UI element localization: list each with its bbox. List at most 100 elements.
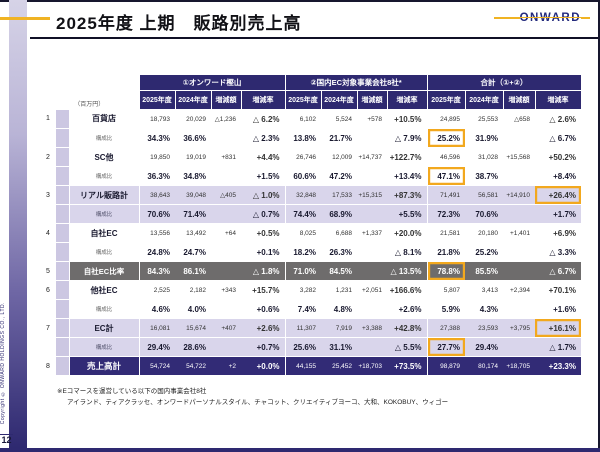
table-row-1: 1 百貨店 18,793 20,029 △1,236 △ 6.2% 6,102 5,524 +5… xyxy=(40,109,581,129)
row-sublabel: 構成比 xyxy=(68,299,139,319)
value-cell xyxy=(211,337,241,357)
value-cell: +5.5% xyxy=(387,204,427,224)
value-cell: 7,919 xyxy=(321,318,357,338)
table-row-2: 2 SC他 19,850 19,019 +831 +4.4% 26,746 12,009 +14… xyxy=(40,147,581,167)
value-cell: 70.6% xyxy=(465,204,503,224)
value-cell: +13.4% xyxy=(387,166,427,186)
value-cell: 18.2% xyxy=(284,242,321,262)
row-label: 他社EC xyxy=(68,280,139,300)
value-cell: △ 7.9% xyxy=(387,128,427,148)
value-cell: +1,337 xyxy=(357,223,387,243)
value-cell: +166.6% xyxy=(387,280,427,300)
row-accent-strip xyxy=(56,280,69,300)
row-label: 自社EC比率 xyxy=(68,261,139,281)
row-number: 6 xyxy=(40,280,56,300)
value-cell: △ 0.7% xyxy=(241,204,285,224)
value-cell: 5,807 xyxy=(426,280,465,300)
sales-by-channel-table: ①オンワード樫山 ②国内EC対象事業会社8社* 合計（①+②） （百万円） 20… xyxy=(40,74,582,376)
value-cell: 54,722 xyxy=(175,356,211,376)
value-cell: 71,491 xyxy=(426,185,465,205)
value-cell: 34.3% xyxy=(138,128,175,148)
value-cell: +0.0% xyxy=(241,356,285,376)
value-cell: 31.9% xyxy=(465,128,503,148)
value-cell: 21.8% xyxy=(426,242,465,262)
value-cell: +18,705 xyxy=(503,356,535,376)
value-cell: 56,581 xyxy=(465,185,503,205)
col-header-fy2024: 2024年度 xyxy=(174,90,212,110)
row-accent-strip xyxy=(56,109,69,129)
value-cell: 20,180 xyxy=(465,223,503,243)
value-cell: 71.4% xyxy=(175,204,211,224)
title-accent-dash xyxy=(0,17,50,20)
group-header-total: 合計（①+②） xyxy=(426,74,582,91)
value-cell: +1.7% xyxy=(535,204,581,224)
table-subrow-1: 構成比 34.3% 36.6% △ 2.3% 13.8% 21.7% △ 7.9% 25.2%… xyxy=(40,128,581,148)
col-header-fy2024: 2024年度 xyxy=(320,90,358,110)
value-cell: 38,643 xyxy=(138,185,175,205)
value-cell: 4.3% xyxy=(465,299,503,319)
value-cell: △ 13.5% xyxy=(387,261,427,281)
table-row-3: 3 リアル販路計 38,643 39,048 △405 △ 1.0% 32,848 17,53… xyxy=(40,185,581,205)
value-cell: 24.7% xyxy=(175,242,211,262)
col-header-fy2025: 2025年度 xyxy=(138,90,176,110)
table-subrow-2: 構成比 36.3% 34.8% +1.5% 60.6% 47.2% +13.4% 47.1% 3… xyxy=(40,166,581,186)
value-cell: 25,553 xyxy=(465,109,503,129)
onward-logo: ONWARD xyxy=(494,12,590,24)
table-row-4: 4 自社EC 13,556 13,492 +64 +0.5% 8,025 6,688 +1,33… xyxy=(40,223,581,243)
value-cell: △405 xyxy=(211,185,241,205)
value-cell: △ 1.0% xyxy=(241,185,285,205)
value-cell: 24,895 xyxy=(426,109,465,129)
bottom-bar xyxy=(0,448,600,452)
value-cell: 80,174 xyxy=(465,356,503,376)
value-cell: +14,737 xyxy=(357,147,387,167)
value-cell: +15,568 xyxy=(503,147,535,167)
row-accent-strip xyxy=(56,166,69,186)
value-cell xyxy=(503,166,535,186)
table-row-6: 6 他社EC 2,525 2,182 +343 +15.7% 3,282 1,231 +2,05… xyxy=(40,280,581,300)
value-cell: 26.3% xyxy=(321,242,357,262)
value-cell: 18,793 xyxy=(138,109,175,129)
value-cell: 13,492 xyxy=(175,223,211,243)
value-cell: △ 6.7% xyxy=(535,128,581,148)
row-accent-strip xyxy=(56,185,69,205)
value-cell: 2,182 xyxy=(175,280,211,300)
row-sublabel: 構成比 xyxy=(68,128,139,148)
value-cell: +2.6% xyxy=(387,299,427,319)
value-cell: 29.4% xyxy=(465,337,503,357)
value-cell: △ 3.3% xyxy=(535,242,581,262)
row-accent-strip xyxy=(56,204,69,224)
value-cell: +14,910 xyxy=(503,185,535,205)
value-cell: 47.2% xyxy=(321,166,357,186)
row-sublabel: 構成比 xyxy=(68,204,139,224)
col-header-fy2024: 2024年度 xyxy=(464,90,504,110)
row-number: 3 xyxy=(40,185,56,205)
col-header-change-amount: 増減額 xyxy=(210,90,242,110)
value-cell xyxy=(503,242,535,262)
row-label: 自社EC xyxy=(68,223,139,243)
value-cell: +70.1% xyxy=(535,280,581,300)
value-cell: +23.3% xyxy=(535,356,581,376)
row-number xyxy=(40,204,56,224)
value-cell: △ 1.8% xyxy=(241,261,285,281)
value-cell: △658 xyxy=(503,109,535,129)
page-title: 2025年度 上期 販路別売上高 xyxy=(56,14,302,33)
table-subrow-4: 構成比 24.8% 24.7% +0.1% 18.2% 26.3% △ 8.1% 21.8% 2… xyxy=(40,242,581,262)
value-cell: 98,879 xyxy=(426,356,465,376)
value-cell: 25,452 xyxy=(321,356,357,376)
value-cell: +4.4% xyxy=(241,147,285,167)
value-cell: +2 xyxy=(211,356,241,376)
value-cell: 46,596 xyxy=(426,147,465,167)
value-cell: 47.1% xyxy=(426,166,465,186)
value-cell xyxy=(503,299,535,319)
value-cell: 27,388 xyxy=(426,318,465,338)
value-cell: +42.8% xyxy=(387,318,427,338)
group-header-onward-kashiyama: ①オンワード樫山 xyxy=(138,74,286,91)
value-cell: 24.8% xyxy=(138,242,175,262)
col-header-change-rate: 増減率 xyxy=(534,90,582,110)
row-number xyxy=(40,337,56,357)
value-cell: △1,236 xyxy=(211,109,241,129)
row-number xyxy=(40,128,56,148)
value-cell: 28.6% xyxy=(175,337,211,357)
slide-top-edge xyxy=(0,0,600,2)
